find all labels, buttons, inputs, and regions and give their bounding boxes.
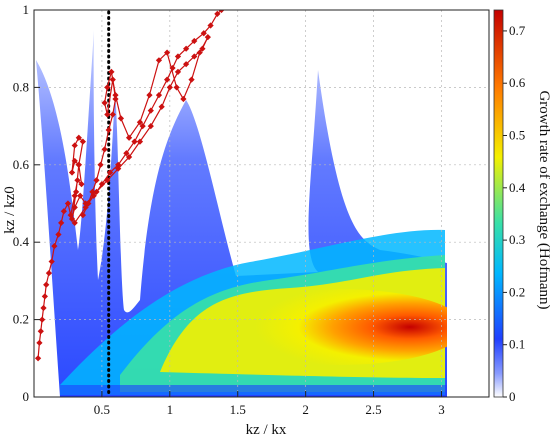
series-point [196, 49, 203, 56]
y-tick-label: 0.8 [13, 79, 29, 94]
series-point [93, 177, 100, 184]
series-point [183, 45, 190, 52]
colorbar [493, 9, 504, 398]
y-tick-label: 0 [23, 389, 30, 404]
y-tick-label: 1 [23, 2, 30, 17]
series-point [136, 119, 144, 126]
series-point [101, 146, 108, 153]
series-point [117, 115, 125, 122]
x-axis-label: kz / kx [246, 422, 287, 438]
colorbar-tick-label: 0.7 [509, 23, 526, 38]
series-point [101, 99, 108, 106]
series-layer [34, 10, 225, 362]
series-point [104, 177, 111, 184]
series-point [125, 153, 133, 161]
x-tick-label: 2 [302, 402, 309, 417]
series-point [109, 111, 116, 118]
series-point [147, 107, 154, 114]
series-point [183, 61, 190, 68]
x-tick-label: 3 [438, 402, 445, 417]
series-point [131, 138, 138, 145]
series-point [163, 49, 171, 56]
series-point [82, 204, 89, 211]
series-point [147, 122, 154, 130]
series-point [71, 142, 78, 149]
series-point [72, 188, 80, 196]
series-point [115, 165, 122, 172]
series-point [79, 138, 87, 145]
colorbar-label: Growth rate of exchange (Hofmann) [536, 90, 550, 309]
plot-frame [33, 9, 490, 398]
colorbar-tick-label: 0.1 [509, 337, 525, 352]
series-point [74, 177, 81, 184]
series-point [200, 30, 207, 37]
series-point [77, 192, 84, 199]
y-axis-label: kz / kz0 [2, 186, 18, 233]
series-point [199, 45, 206, 52]
series-point [139, 122, 146, 130]
series-point [166, 84, 173, 91]
x-axis-ticks: 0.5 1 1.5 2 2.5 3 [94, 391, 445, 417]
series-point [146, 92, 153, 99]
colorbar-tick-label: 0.2 [509, 284, 525, 299]
series-point [79, 211, 87, 219]
series-point [123, 150, 130, 157]
series-point [97, 161, 104, 168]
colorbar-tick-label: 0.4 [509, 180, 526, 195]
y-tick-label: 0.2 [13, 312, 29, 327]
series-point [155, 92, 163, 99]
x-tick-label: 0.5 [94, 402, 110, 417]
series-point [68, 169, 76, 176]
series-point [163, 76, 171, 83]
heatmap-baseline-strip [60, 385, 450, 397]
y-tick-label: 0.6 [13, 157, 30, 172]
heatmap-hot-core [215, 289, 465, 365]
colorbar-tick-label: 0 [509, 389, 516, 404]
series-point [104, 111, 111, 118]
series-point [125, 134, 133, 141]
y-tick-label: 0.4 [13, 234, 30, 249]
series-point [174, 53, 182, 60]
series-point [89, 188, 96, 196]
series-line [74, 36, 209, 224]
series-point [104, 84, 111, 91]
series-point [191, 53, 198, 60]
series-point [158, 103, 165, 110]
x-tick-label: 2.5 [365, 402, 381, 417]
series-point [36, 339, 43, 346]
series-point [106, 169, 114, 176]
series-point [93, 188, 100, 196]
series-point [173, 84, 180, 91]
heatmap-blank-region [447, 10, 489, 397]
x-tick-label: 1.5 [230, 402, 246, 417]
colorbar-tick-label: 0.3 [509, 232, 525, 247]
series-point [109, 76, 116, 83]
series-point [180, 95, 187, 103]
series-point [136, 138, 144, 145]
series-point [112, 92, 119, 99]
series-point [68, 215, 76, 223]
series-point [108, 68, 115, 76]
series-point [71, 157, 78, 165]
series-point [174, 68, 182, 76]
x-tick-label: 1 [167, 402, 174, 417]
colorbar-tick-label: 0.6 [509, 75, 526, 90]
series-point [64, 200, 72, 207]
series-point [75, 161, 82, 168]
heatmap-field [36, 10, 489, 397]
colorbar-ticks: 0 0.1 0.2 0.3 0.4 0.5 0.6 0.7 [503, 23, 526, 404]
series-point [105, 126, 112, 134]
y-axis-ticks: 0 0.2 0.4 0.6 0.8 1 [13, 2, 40, 404]
series-point [78, 181, 85, 188]
series-point [71, 204, 78, 211]
series-point [85, 200, 92, 207]
colorbar-tick-label: 0.5 [509, 128, 525, 143]
series-point [112, 95, 119, 103]
series-point [98, 181, 106, 188]
